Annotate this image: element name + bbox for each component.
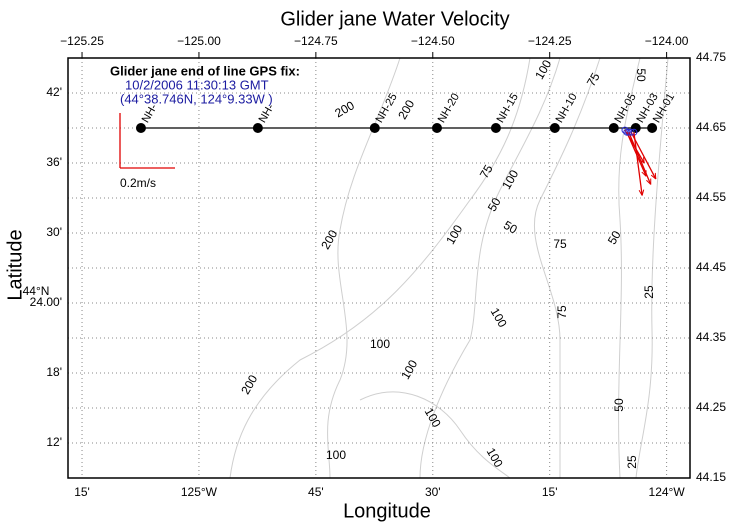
contour-label: 75 — [553, 237, 567, 251]
arrow-head — [638, 189, 645, 196]
station-label: NH-25 — [374, 91, 400, 125]
left-tick-label: 12' — [46, 435, 62, 449]
y-label: Latitude — [4, 229, 26, 300]
bottom-tick-label: 124°W — [649, 485, 686, 499]
annotation: 10/2/2006 11:30:13 GMT — [125, 77, 269, 92]
frame — [67, 57, 691, 479]
bottom-tick-label: 15' — [74, 485, 90, 499]
contour-label: 75 — [555, 305, 569, 319]
contour-label: 100 — [488, 305, 510, 330]
contour-label: 200 — [395, 97, 417, 122]
left-tick-label: 42' — [46, 85, 62, 99]
plot: −125.25 −125.00 −124.75 −124.50 −124.25 −124.… — [30, 34, 727, 499]
contour-label: 50 — [612, 398, 626, 412]
top-tick-label: −124.25 — [528, 34, 572, 48]
arrow-head — [650, 172, 657, 180]
arrow-head — [646, 178, 652, 185]
left-tick-label: 30' — [46, 225, 62, 239]
contour-label: 100 — [532, 57, 554, 82]
contour-label: 25 — [642, 285, 656, 299]
bottom-tick-label: 30' — [425, 485, 441, 499]
velocity-vector — [633, 132, 643, 196]
contour-label: 200 — [318, 227, 340, 252]
contour-label: 100 — [370, 337, 390, 351]
x-label: Longitude — [343, 500, 431, 522]
contour-label: 50 — [634, 68, 648, 82]
station — [647, 123, 658, 133]
station-label: NH-15 — [495, 91, 521, 125]
contour-label: 50 — [605, 228, 624, 247]
contour-label: 200 — [332, 98, 357, 120]
top-tick-label: −125.25 — [60, 34, 104, 48]
station — [431, 123, 442, 133]
glider-position — [623, 128, 631, 136]
glider-position — [621, 126, 629, 134]
contour-label: 25 — [625, 455, 639, 469]
contour-label: 100 — [499, 167, 521, 192]
contour-label: 50 — [501, 218, 520, 237]
velocity-vector — [628, 131, 652, 185]
top-tick-label: −125.00 — [177, 34, 221, 48]
right-tick-label: 44.75 — [696, 50, 726, 64]
top-tick-label: −124.50 — [411, 34, 455, 48]
station — [490, 123, 501, 133]
lat-degree-label: 44°N — [23, 284, 50, 298]
station-label: NH-10 — [554, 91, 580, 125]
station — [549, 123, 560, 133]
bottom-tick-label: 125°W — [181, 485, 218, 499]
station — [630, 123, 641, 133]
contour-label: 100 — [398, 357, 420, 382]
contour-label: 100 — [443, 222, 465, 247]
bottom-tick-label: 15' — [542, 485, 558, 499]
right-tick-label: 44.45 — [696, 260, 726, 274]
contour-label: 200 — [238, 372, 260, 397]
right-tick-label: 44.55 — [696, 190, 726, 204]
bottom-tick-label: 45' — [308, 485, 324, 499]
station — [608, 123, 619, 133]
scale-label: 0.2m/s — [120, 176, 156, 190]
right-tick-label: 44.25 — [696, 400, 726, 414]
left-tick-label: 18' — [46, 365, 62, 379]
right-tick-label: 44.35 — [696, 330, 726, 344]
station — [135, 123, 146, 133]
right-tick-label: 44.65 — [696, 120, 726, 134]
top-tick-label: −124.00 — [645, 34, 689, 48]
station — [252, 123, 263, 133]
left-tick-label: 24.00' — [30, 295, 62, 309]
title: Glider jane Water Velocity — [280, 8, 509, 30]
contour-label: 75 — [477, 162, 496, 181]
left-tick-label: 36' — [46, 155, 62, 169]
station-label: NH-20 — [436, 91, 462, 125]
annotation: (44°38.746N, 124°9.33W ) — [120, 91, 273, 106]
annotation: Glider jane end of line GPS fix: — [110, 63, 300, 78]
contour-label: 100 — [484, 445, 506, 470]
contours — [229, 57, 669, 479]
right-tick-label: 44.15 — [696, 470, 726, 484]
contour-label: 50 — [485, 195, 504, 214]
top-tick-label: −124.75 — [294, 34, 338, 48]
station — [369, 123, 380, 133]
contour-label: 75 — [584, 70, 603, 89]
contour-label: 100 — [326, 448, 346, 462]
